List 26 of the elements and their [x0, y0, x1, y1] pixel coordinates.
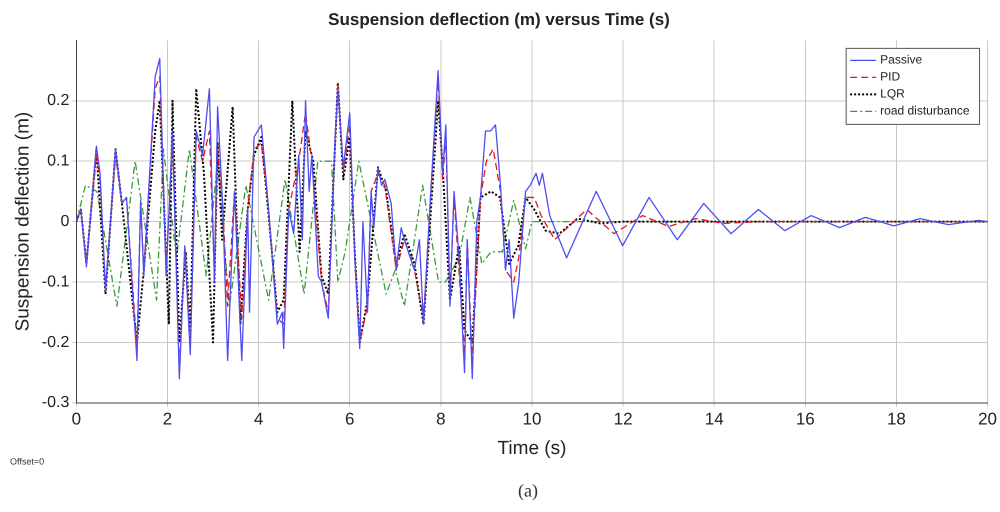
x-tick-label: 0 — [72, 410, 82, 429]
x-tick-label: 4 — [254, 410, 264, 429]
chart-title: Suspension deflection (m) versus Time (s) — [328, 10, 670, 29]
x-tick-label: 18 — [886, 410, 906, 429]
y-tick-label: -0.3 — [42, 394, 70, 412]
x-tick-label: 20 — [978, 410, 998, 429]
legend-label: PID — [880, 70, 900, 84]
y-tick-label: 0.1 — [47, 152, 70, 170]
y-tick-label: 0 — [60, 213, 70, 230]
x-tick-label: 12 — [614, 410, 633, 429]
x-tick-label: 10 — [522, 410, 542, 429]
text: (a) — [518, 480, 538, 501]
x-tick-label: 8 — [436, 410, 446, 429]
x-tick-label: 14 — [704, 410, 724, 429]
legend-label: LQR — [880, 86, 906, 101]
x-tick-label: 6 — [344, 410, 354, 429]
x-tick-label: 16 — [796, 410, 815, 429]
x-tick-label: 2 — [162, 410, 172, 429]
x-axis-title: Time (s) — [497, 438, 566, 459]
legend-label: Passive — [880, 52, 922, 67]
y-tick-label: 0.2 — [47, 92, 70, 110]
legend-label: road disturbance — [880, 104, 970, 118]
y-tick-label: -0.2 — [42, 334, 70, 351]
y-axis-title: Suspension deflection (m) — [12, 112, 34, 332]
y-tick-label: -0.1 — [42, 273, 70, 290]
text: Offset=0 — [10, 456, 44, 466]
